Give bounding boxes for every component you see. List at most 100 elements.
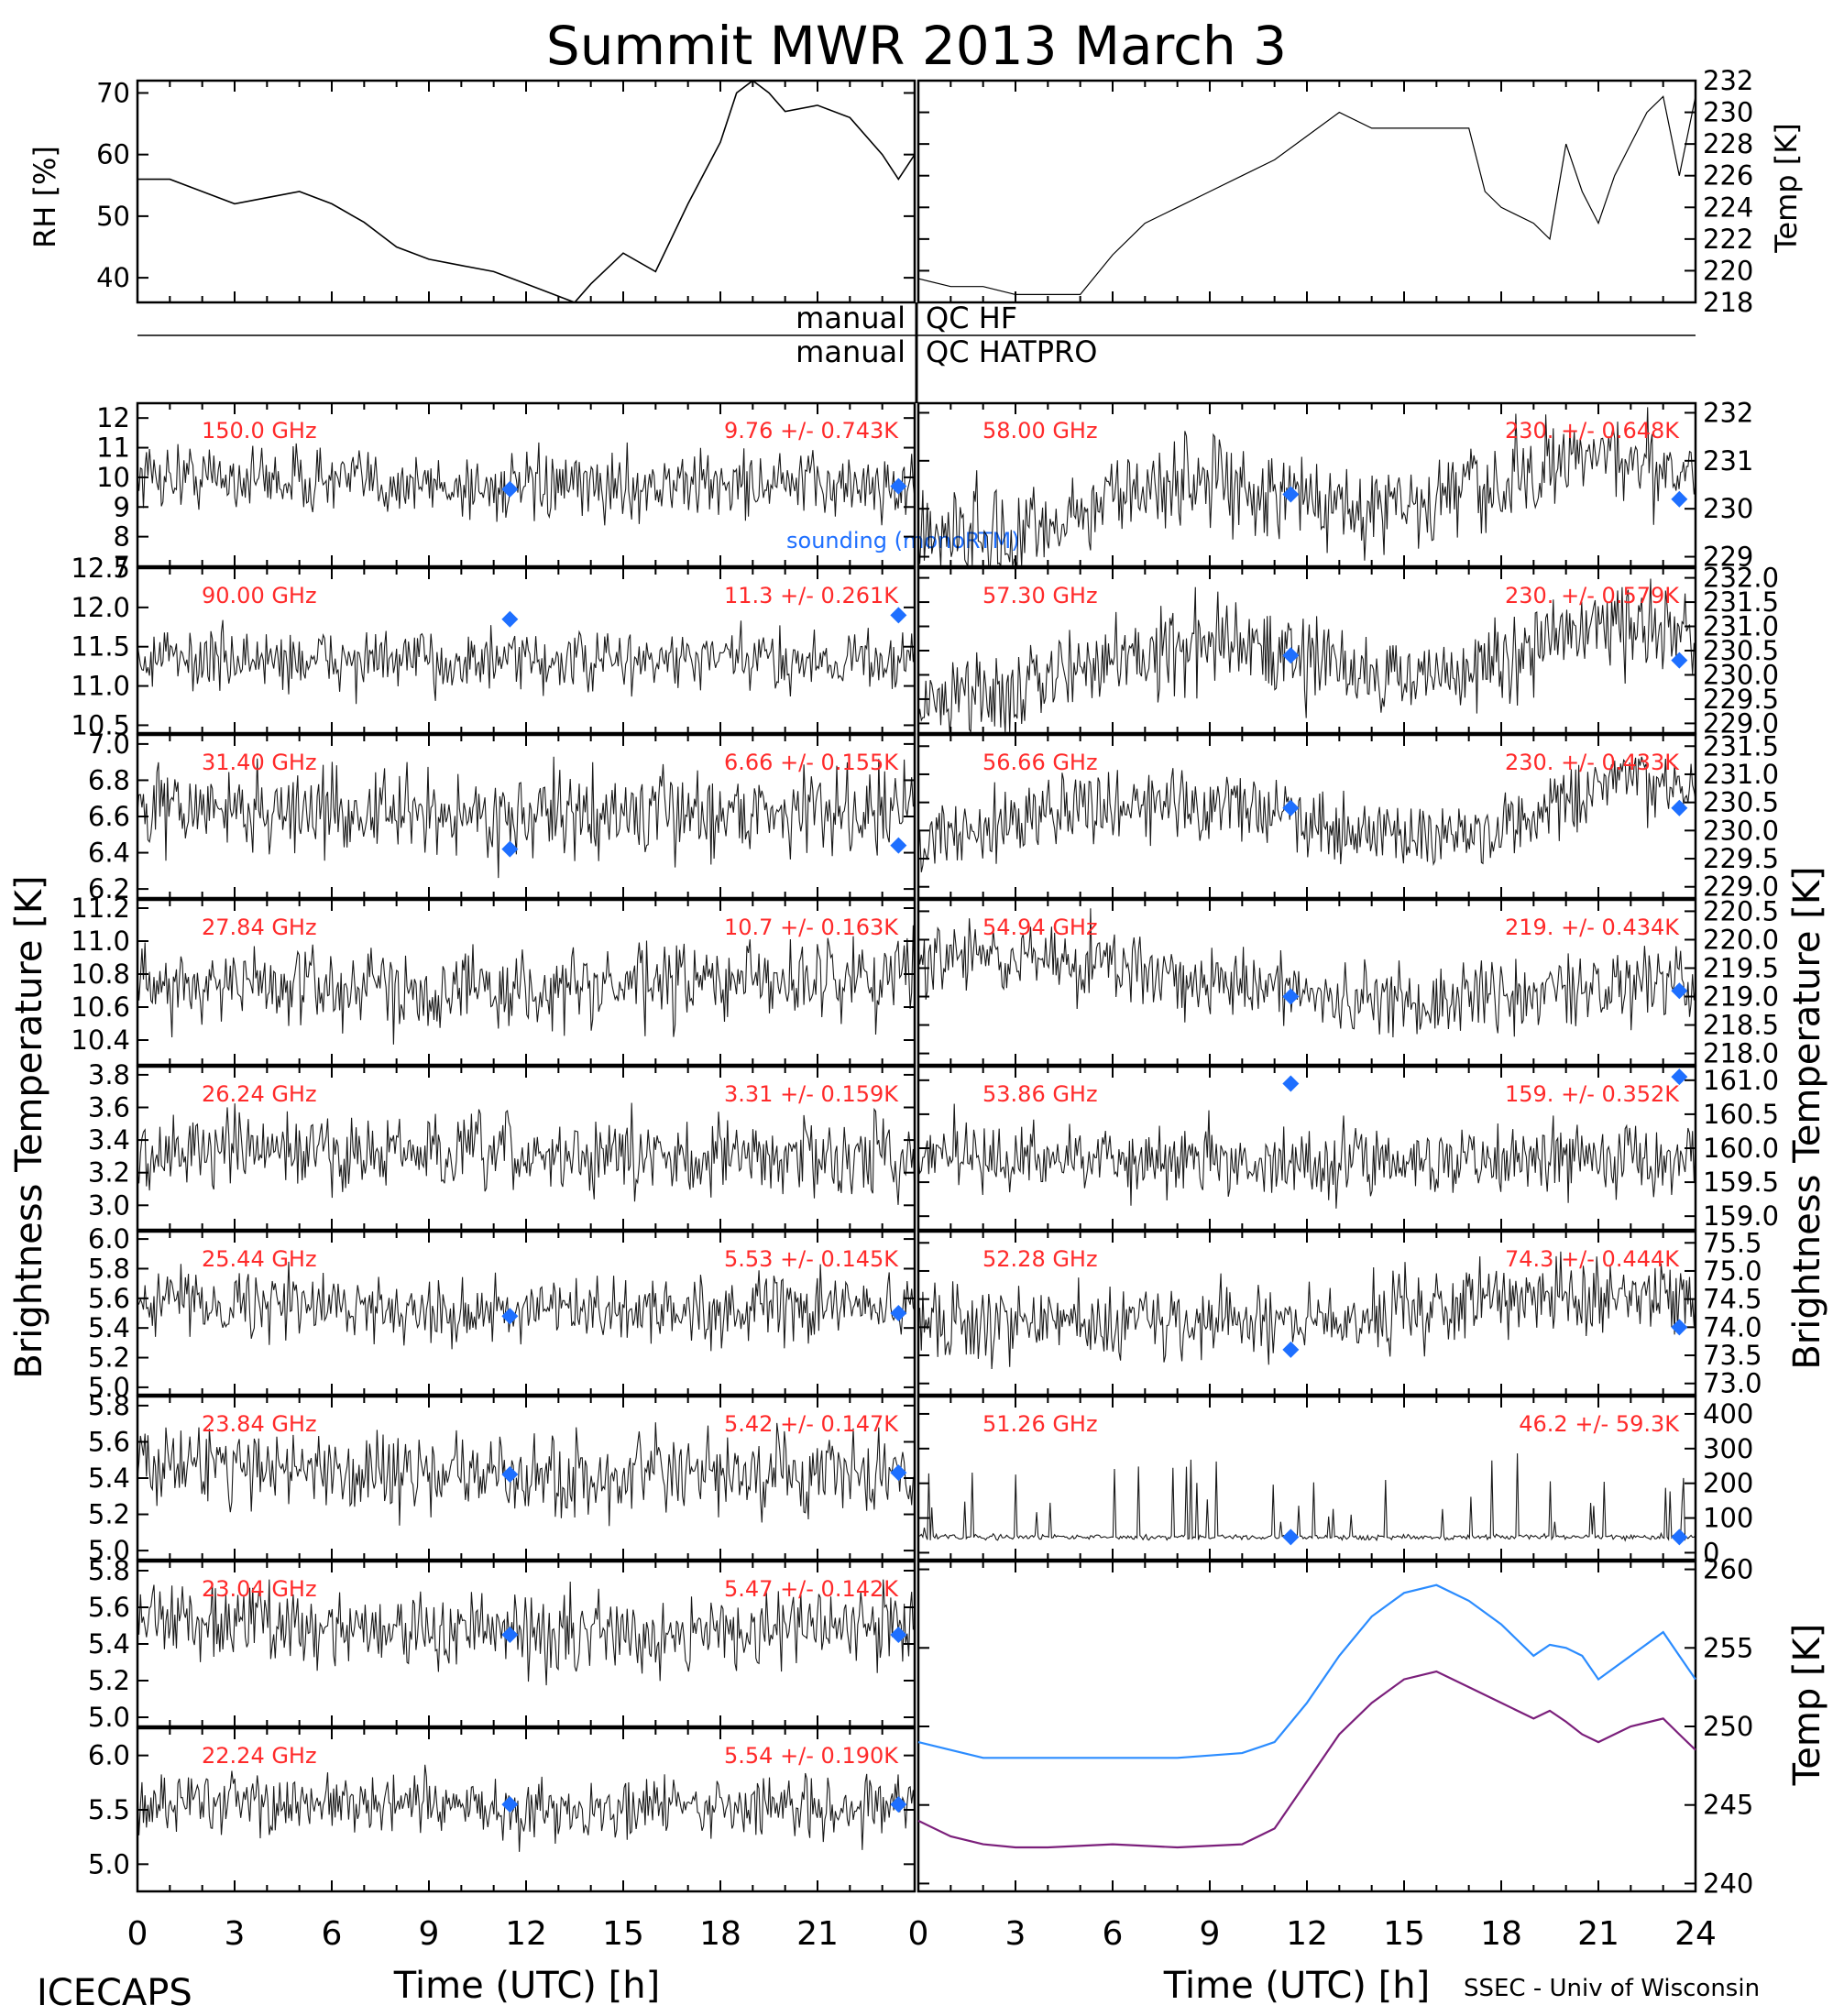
sounding-marker — [1282, 647, 1300, 664]
channel-label: 90.00 GHz — [202, 583, 317, 608]
x-tick-label: 6 — [1103, 1915, 1124, 1953]
y-tick-label: 8 — [114, 521, 130, 553]
channel-stats: 3.31 +/- 0.159K — [724, 1081, 899, 1107]
blackbody-hatpro-line — [917, 1583, 1696, 1759]
y-tick-label: 230.0 — [1703, 815, 1779, 846]
tb-trace — [137, 1102, 916, 1205]
sounding-marker — [1671, 490, 1688, 508]
channel-stats: 230. +/- 0.579K — [1505, 583, 1680, 608]
sounding-marker — [501, 1796, 519, 1813]
y-tick-label: 159.5 — [1703, 1167, 1779, 1198]
sounding-marker — [1282, 1528, 1300, 1546]
y-tick-label: 10.4 — [71, 1024, 130, 1056]
y-tick-label: 5.0 — [88, 1535, 130, 1566]
x-tick-label: 21 — [1577, 1915, 1619, 1953]
tb-trace — [917, 756, 1696, 872]
channel-stats: 230. +/- 0.648K — [1505, 418, 1680, 444]
y-tick-label: 232.0 — [1703, 563, 1779, 594]
y-tick-label: 218.0 — [1703, 1038, 1779, 1069]
tb-trace — [917, 1103, 1696, 1209]
x-tick-label: 9 — [419, 1915, 440, 1953]
y-tick-label: 74.5 — [1703, 1284, 1762, 1315]
y-tick-label: 250 — [1703, 1711, 1753, 1742]
channel-stats: 74.3 +/- 0.444K — [1505, 1246, 1680, 1272]
y-tick-label: 100 — [1703, 1503, 1753, 1534]
x-tick-label: 6 — [322, 1915, 343, 1953]
y-tick-label: 220 — [1703, 255, 1753, 286]
y-tick-label: 220.0 — [1703, 924, 1779, 955]
sounding-marker — [890, 477, 907, 495]
y-tick-label: 5.2 — [88, 1342, 130, 1374]
tb-trace — [917, 1452, 1696, 1542]
temp-panel — [916, 79, 1697, 304]
y-tick-label: 6.6 — [88, 801, 130, 832]
y-tick-label: 40 — [96, 262, 130, 293]
y-tick-label: 229.5 — [1703, 684, 1779, 715]
y-tick-label: 228 — [1703, 128, 1753, 159]
y-tick-label: 240 — [1703, 1868, 1753, 1899]
y-tick-label: 10 — [96, 462, 130, 493]
y-tick-label: 160.0 — [1703, 1133, 1779, 1164]
y-tick-label: 5.5 — [88, 1794, 130, 1825]
y-tick-label: 3.0 — [88, 1189, 130, 1221]
qc-hatpro-left-label: manual — [796, 334, 906, 369]
sounding-marker — [501, 1308, 519, 1325]
x-tick-label: 15 — [1383, 1915, 1425, 1953]
channel-label: 56.66 GHz — [982, 750, 1098, 775]
channel-label: 58.00 GHz — [982, 418, 1098, 444]
y-tick-label: 6.0 — [88, 1223, 130, 1255]
sounding-marker — [501, 1466, 519, 1484]
channel-stats: 5.53 +/- 0.145K — [724, 1246, 899, 1272]
tb-trace — [917, 908, 1696, 1038]
y-tick-label: 50 — [96, 201, 130, 232]
tb-left-axis-label: Brightness Temperature [K] — [8, 875, 50, 1378]
rh-series-line — [137, 79, 916, 303]
x-tick-label: 18 — [1480, 1915, 1522, 1953]
channel-stats: 10.7 +/- 0.163K — [724, 915, 899, 940]
x-tick-label: 21 — [796, 1915, 839, 1953]
sounding-marker — [1671, 982, 1688, 1000]
channel-label: 27.84 GHz — [202, 915, 317, 940]
y-tick-label: 229.5 — [1703, 843, 1779, 874]
y-tick-label: 6.2 — [88, 873, 130, 904]
y-tick-label: 230 — [1703, 97, 1753, 128]
channel-label: 57.30 GHz — [982, 583, 1098, 608]
channel-label: 23.04 GHz — [202, 1576, 317, 1602]
y-tick-label: 231.5 — [1703, 586, 1779, 618]
y-tick-label: 3.4 — [88, 1124, 130, 1156]
bb-temp-axis-label: Temp [K] — [1786, 1624, 1828, 1787]
y-tick-label: 6.8 — [88, 764, 130, 795]
y-tick-label: 231.0 — [1703, 611, 1779, 642]
x-tick-label: 0 — [127, 1915, 148, 1953]
channel-label: 51.26 GHz — [982, 1411, 1098, 1437]
y-tick-label: 231 — [1703, 445, 1753, 477]
y-tick-label: 5.8 — [88, 1390, 130, 1421]
sounding-marker — [1671, 652, 1688, 669]
channel-stats: 9.76 +/- 0.743K — [724, 418, 899, 444]
y-tick-label: 230.5 — [1703, 787, 1779, 818]
y-tick-label: 400 — [1703, 1398, 1753, 1430]
channel-stats: 6.66 +/- 0.155K — [724, 750, 899, 775]
y-tick-label: 220.5 — [1703, 895, 1779, 926]
y-tick-label: 5.0 — [88, 1372, 130, 1403]
y-tick-label: 5.6 — [88, 1283, 130, 1314]
y-tick-label: 11.0 — [71, 926, 130, 957]
y-tick-label: 10.6 — [71, 992, 130, 1023]
y-tick-label: 73.0 — [1703, 1368, 1762, 1399]
x-tick-label: 12 — [1286, 1915, 1328, 1953]
tb-trace — [137, 442, 916, 526]
y-tick-label: 5.8 — [88, 1555, 130, 1586]
channel-stats: 46.2 +/- 59.3K — [1519, 1411, 1680, 1437]
y-tick-label: 5.4 — [88, 1312, 130, 1343]
y-tick-label: 245 — [1703, 1790, 1753, 1821]
y-tick-label: 300 — [1703, 1433, 1753, 1464]
sounding-marker — [1282, 799, 1300, 816]
sounding-marker — [890, 607, 907, 624]
tb-trace — [137, 619, 916, 705]
sounding-marker — [1671, 1068, 1688, 1086]
y-tick-label: 11.0 — [71, 671, 130, 702]
channel-label: 25.44 GHz — [202, 1246, 317, 1272]
footer-right: SSEC - Univ of Wisconsin — [1464, 1975, 1760, 2002]
y-tick-label: 73.5 — [1703, 1340, 1762, 1371]
y-tick-label: 11.2 — [71, 893, 130, 924]
